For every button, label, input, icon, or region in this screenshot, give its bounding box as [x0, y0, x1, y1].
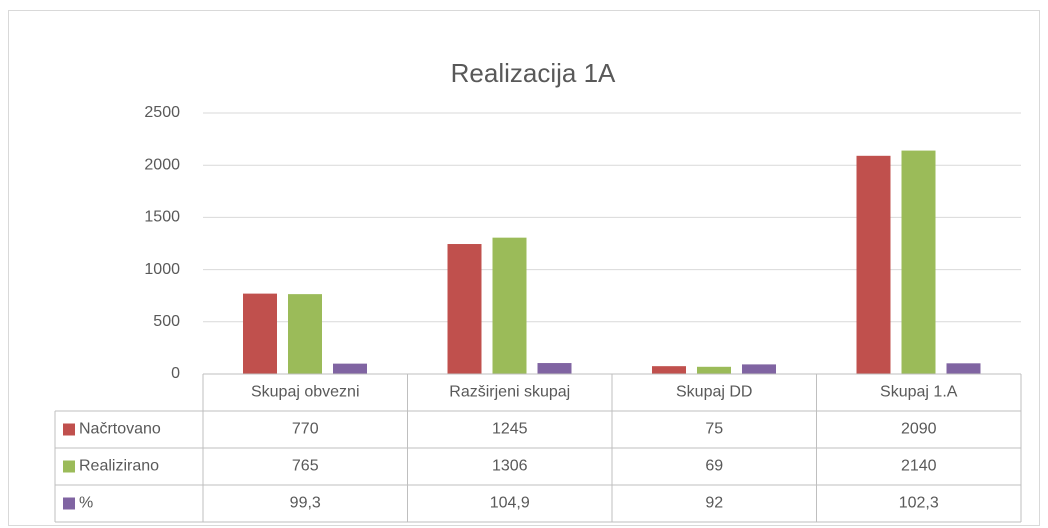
bar: [492, 237, 527, 374]
x-tick-label: Skupaj obvezni: [251, 384, 360, 401]
table-value: 99,3: [290, 495, 321, 512]
bar: [652, 366, 686, 374]
bar: [856, 155, 891, 374]
x-tick-label: Skupaj DD: [676, 384, 752, 401]
y-tick-label: 500: [153, 313, 180, 330]
bar: [288, 294, 322, 374]
bar: [901, 150, 936, 374]
x-tick-label: Razširjeni skupaj: [449, 384, 570, 401]
legend-label: %: [79, 495, 93, 512]
legend-label: Realizirano: [79, 458, 159, 475]
bar: [537, 363, 572, 374]
table-value: 92: [705, 495, 723, 512]
table-value: 2090: [901, 421, 937, 438]
table-value: 2140: [901, 458, 937, 475]
legend-key: [63, 460, 75, 473]
table-value: 75: [705, 421, 723, 438]
table-value: 102,3: [899, 495, 939, 512]
x-tick-label: Skupaj 1.A: [880, 384, 958, 401]
bar: [447, 244, 482, 374]
table-value: 1245: [492, 421, 528, 438]
bar: [243, 293, 277, 374]
table-value: 69: [705, 458, 723, 475]
table-value: 765: [292, 458, 319, 475]
y-tick-label: 2000: [144, 156, 180, 173]
table-value: 104,9: [490, 495, 530, 512]
y-tick-label: 1000: [144, 261, 180, 278]
table-value: 1306: [492, 458, 528, 475]
y-tick-label: 0: [171, 365, 180, 382]
bar: [742, 364, 776, 374]
legend-label: Načrtovano: [79, 421, 161, 438]
bar: [697, 366, 731, 374]
y-tick-label: 2500: [144, 104, 180, 121]
table-value: 770: [292, 421, 319, 438]
chart-title: Realizacija 1A: [451, 58, 616, 88]
legend-key: [63, 423, 75, 436]
y-tick-label: 1500: [144, 209, 180, 226]
bar: [946, 363, 981, 374]
legend-key: [63, 497, 75, 510]
bar: [333, 363, 367, 374]
